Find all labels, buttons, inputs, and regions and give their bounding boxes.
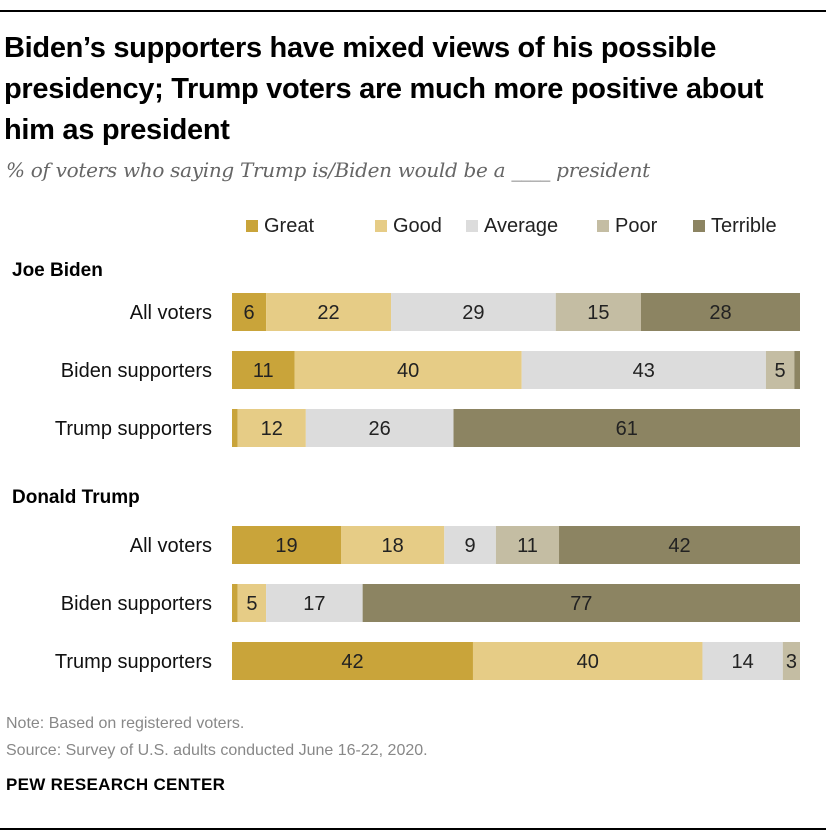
legend-label-poor: Poor [615, 214, 658, 237]
data-label: 26 [369, 418, 391, 440]
bar-segment-terrible [362, 584, 800, 622]
row-label: Biden supporters [61, 593, 212, 615]
data-label: 6 [243, 302, 254, 324]
data-label: 5 [246, 593, 257, 615]
row-label: Trump supporters [55, 651, 212, 673]
bar-segment-terrible [640, 293, 800, 331]
data-label: 3 [786, 651, 797, 673]
data-label: 42 [341, 651, 363, 673]
legend-item-poor: Poor [597, 212, 657, 240]
bar-segment-great [232, 293, 267, 331]
data-label: 29 [462, 302, 484, 324]
bar-segment-average [521, 351, 766, 389]
bar-segment-poor [782, 642, 800, 680]
brand-logo-text: PEW RESEARCH CENTER [6, 775, 226, 794]
legend-item-average: Average [466, 212, 558, 240]
bar-segment-great [232, 584, 238, 622]
bar-segment-great [232, 409, 238, 447]
bar-segment-average [305, 409, 454, 447]
data-label: 28 [709, 302, 731, 324]
data-label: 19 [275, 535, 297, 557]
bar-segment-good [266, 293, 392, 331]
bottom-rule [0, 828, 826, 830]
legend-label-terrible: Terrible [711, 214, 777, 237]
legend-item-good: Good [375, 212, 442, 240]
group-title: Joe Biden [12, 260, 103, 281]
data-label: 15 [587, 302, 609, 324]
legend-label-good: Good [393, 214, 442, 237]
data-label: 17 [303, 593, 325, 615]
group-title: Donald Trump [12, 487, 140, 508]
bar-segment-poor [765, 351, 795, 389]
data-label: 5 [775, 360, 786, 382]
legend-swatch-great [246, 220, 258, 232]
data-label: 11 [253, 360, 274, 382]
bar-segment-average [702, 642, 783, 680]
bar-segment-great [232, 351, 295, 389]
data-label: 77 [570, 593, 592, 615]
bar-segment-average [444, 526, 496, 564]
legend-label-great: Great [264, 214, 315, 237]
legend-swatch-good [375, 220, 387, 232]
note-text: Note: Based on registered voters. [6, 715, 245, 732]
bar-segment-average [391, 293, 556, 331]
data-label: 42 [668, 535, 690, 557]
bar-segment-great [232, 526, 342, 564]
legend-item-terrible: Terrible [693, 212, 777, 240]
bar-segment-terrible [453, 409, 800, 447]
data-label: 61 [616, 418, 638, 440]
legend-swatch-terrible [693, 220, 705, 232]
legend-swatch-average [466, 220, 478, 232]
legend-swatch-poor [597, 220, 609, 232]
row-label: All voters [130, 302, 212, 324]
legend-item-great: Great [246, 212, 314, 240]
bar-segment-good [237, 584, 267, 622]
data-label: 18 [382, 535, 404, 557]
chart-subtitle: % of voters who saying Trump is/Biden wo… [6, 158, 650, 182]
data-label: 22 [317, 302, 339, 324]
data-label: 11 [517, 535, 538, 557]
bar-segment-good [237, 409, 306, 447]
chart-title: Biden’s supporters have mixed views of h… [4, 32, 764, 146]
legend-label-average: Average [484, 214, 559, 237]
stacked-bar-chart: Joe Biden All voters 6 22 29 15 28 Biden suppor… [12, 260, 800, 680]
bar-segment-good [294, 351, 522, 389]
bar-segment-great [232, 642, 473, 680]
data-label: 9 [465, 535, 476, 557]
bar-segment-good [341, 526, 445, 564]
bar-segment-terrible [559, 526, 800, 564]
data-label: 14 [732, 651, 754, 673]
chart-notes: Note: Based on registered voters. Source… [6, 710, 428, 764]
row-label: All voters [130, 535, 212, 557]
bar-segment-terrible [794, 351, 800, 389]
row-label: Biden supporters [61, 360, 212, 382]
data-label: 43 [633, 360, 655, 382]
bar-segment-poor [495, 526, 560, 564]
source-text: Source: Survey of U.S. adults conducted … [6, 742, 428, 759]
bar-segment-average [266, 584, 363, 622]
top-rule [0, 10, 826, 12]
bar-segment-good [472, 642, 703, 680]
data-label: 40 [577, 651, 599, 673]
data-label: 12 [261, 418, 283, 440]
legend: Great Good Average Poor Terrible [0, 212, 826, 240]
data-label: 40 [397, 360, 419, 382]
bar-segment-poor [555, 293, 641, 331]
row-label: Trump supporters [55, 418, 212, 440]
